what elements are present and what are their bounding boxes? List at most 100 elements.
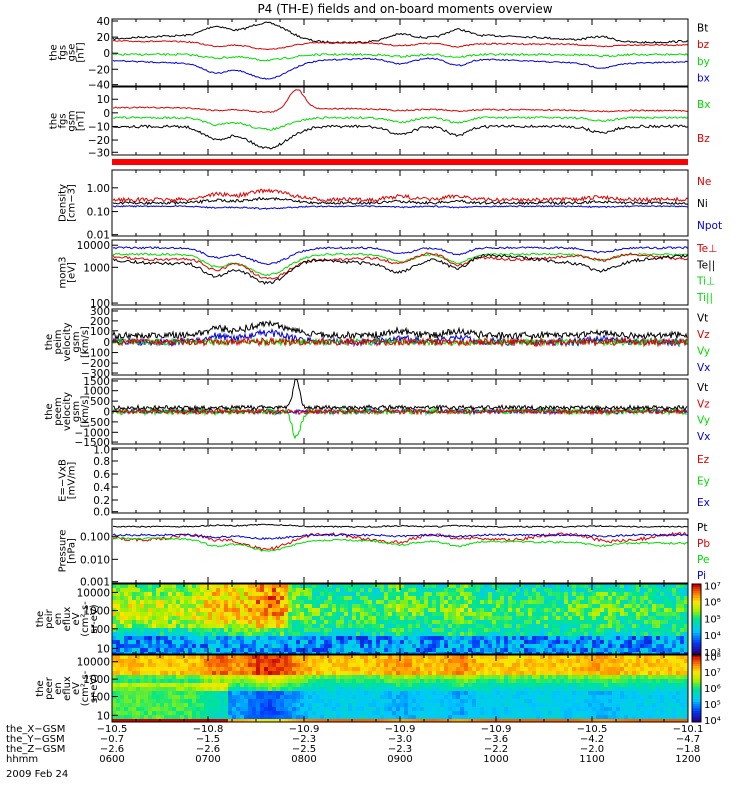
y-axis-label: [nT] (76, 111, 87, 131)
legend-entry: Pe (697, 554, 709, 566)
y-axis-label: peim (53, 329, 64, 354)
legend-entry: Vt (697, 312, 708, 324)
y-tick-label: 0.010 (80, 554, 110, 566)
footer-tick-value: −4.7 (676, 734, 700, 745)
y-axis-label: [cm−3] (67, 184, 78, 222)
colorbar-tick-label: 10⁶ (704, 598, 721, 609)
legend-entry: Pb (697, 538, 710, 550)
legend-entry: Ex (697, 497, 710, 509)
legend-entry: bz (697, 39, 710, 51)
y-axis-label: eflux (62, 607, 73, 632)
footer-tick-value: −2.3 (292, 734, 316, 745)
series-Bz (112, 89, 688, 113)
footer-tick-value: −10.5 (577, 724, 608, 735)
footer-tick-value: −3.0 (388, 734, 412, 745)
panel-frame (111, 447, 689, 514)
y-tick-label: 0.0 (93, 507, 110, 519)
y-tick-label: 0 (103, 108, 110, 120)
legend-entry: Ti|| (696, 292, 713, 304)
footer-tick-value: −1.8 (676, 744, 700, 755)
y-axis-label: velocity (62, 322, 73, 361)
y-axis-label: [mV/m] (67, 462, 78, 500)
legend-entry: bx (697, 73, 710, 85)
panel-frame (111, 239, 689, 306)
y-tick-label: 0.8 (93, 456, 110, 468)
y-axis-label: [nT] (76, 42, 87, 62)
series-Ne (112, 188, 688, 204)
legend-entry: Npot (697, 220, 722, 232)
footer-tick-value: 0700 (195, 754, 220, 765)
series-Ni (112, 196, 688, 206)
y-tick-label: −100 (81, 348, 110, 360)
y-axis-label: eV (71, 612, 82, 625)
y-tick-label: −20 (88, 135, 110, 147)
y-axis-label: the (49, 113, 60, 129)
legend-entry: Bz (697, 133, 710, 145)
footer-tick-value: −2.5 (292, 744, 316, 755)
legend-entry: Te|| (696, 259, 715, 271)
y-axis-label: the (35, 680, 46, 696)
y-tick-label: 500 (90, 396, 110, 408)
legend-entry: Ne (697, 176, 711, 188)
footer-tick-value: −10.9 (289, 724, 320, 735)
y-axis-label: gsm (67, 110, 78, 131)
colorbar-tick-label: 10⁸ (704, 652, 721, 663)
footer-tick-value: −4.2 (580, 734, 604, 745)
series-Vz (112, 336, 688, 348)
footer-row-label: hhmm (6, 754, 38, 765)
footer-tick-value: −2.0 (580, 744, 604, 755)
y-tick-label: 1000 (83, 674, 110, 686)
y-tick-label: 0.10 (87, 207, 110, 219)
colorbar-tick-label: 10⁴ (704, 716, 721, 727)
footer-tick-value: −2.3 (388, 744, 412, 755)
y-axis-label: eV (71, 682, 82, 695)
spectrogram-ion (112, 584, 688, 654)
y-tick-label: −1000 (74, 427, 110, 439)
y-axis-label: (cm²-s- (80, 601, 91, 637)
legend-entry: Vy (697, 415, 710, 427)
y-tick-label: 40 (97, 16, 110, 28)
series-By (112, 124, 688, 150)
y-axis-label: gse (67, 44, 78, 62)
footer-tick-value: −10.9 (481, 724, 512, 735)
y-axis-label: [nPa] (67, 538, 78, 564)
y-tick-label: 1000 (83, 386, 110, 398)
series-bx (112, 57, 688, 80)
y-tick-label: 0 (103, 407, 110, 419)
y-axis-label: peem (53, 397, 64, 425)
chart-title: P4 (TH-E) fields and on-board moments ov… (257, 2, 552, 16)
y-tick-label: 300 (90, 306, 110, 318)
y-axis-label: eflux (62, 676, 73, 701)
y-tick-label: 10 (97, 643, 110, 655)
y-axis-label: peir (44, 608, 55, 628)
y-tick-label: −300 (81, 368, 110, 380)
y-tick-label: 100 (90, 692, 110, 704)
footer-tick-value: 0600 (99, 754, 124, 765)
y-axis-label: mom3 (58, 257, 69, 289)
y-tick-label: 10000 (77, 587, 110, 599)
y-axis-label: en (53, 613, 64, 626)
footer-tick-value: −3.6 (484, 734, 508, 745)
series-Vt (112, 319, 688, 342)
y-tick-label: 10000 (77, 240, 110, 252)
y-tick-label: 100 (90, 624, 110, 636)
y-tick-label: 0 (103, 48, 110, 60)
footer-tick-value: −2.2 (484, 744, 508, 755)
legend-entry: Vt (697, 382, 708, 394)
legend-entry: Ti⊥ (696, 276, 715, 288)
colorbar-tick-label: 10⁷ (704, 668, 721, 679)
series-bz (112, 39, 688, 51)
series-Bt (112, 21, 688, 44)
y-axis-label: en (53, 682, 64, 695)
colorbar-tick-label: 10⁵ (704, 614, 721, 625)
footer-tick-value: 1000 (483, 754, 508, 765)
footer-tick-value: 0900 (387, 754, 412, 765)
y-tick-label: 0.100 (80, 531, 110, 543)
footer-tick-value: −10.9 (385, 724, 416, 735)
y-axis-label: velocity (62, 392, 73, 431)
y-axis-label: sr-eV) (89, 604, 100, 633)
y-axis-label: peer (44, 676, 55, 700)
bar-status-strip (112, 159, 688, 165)
series-Ti-perp (112, 246, 688, 266)
